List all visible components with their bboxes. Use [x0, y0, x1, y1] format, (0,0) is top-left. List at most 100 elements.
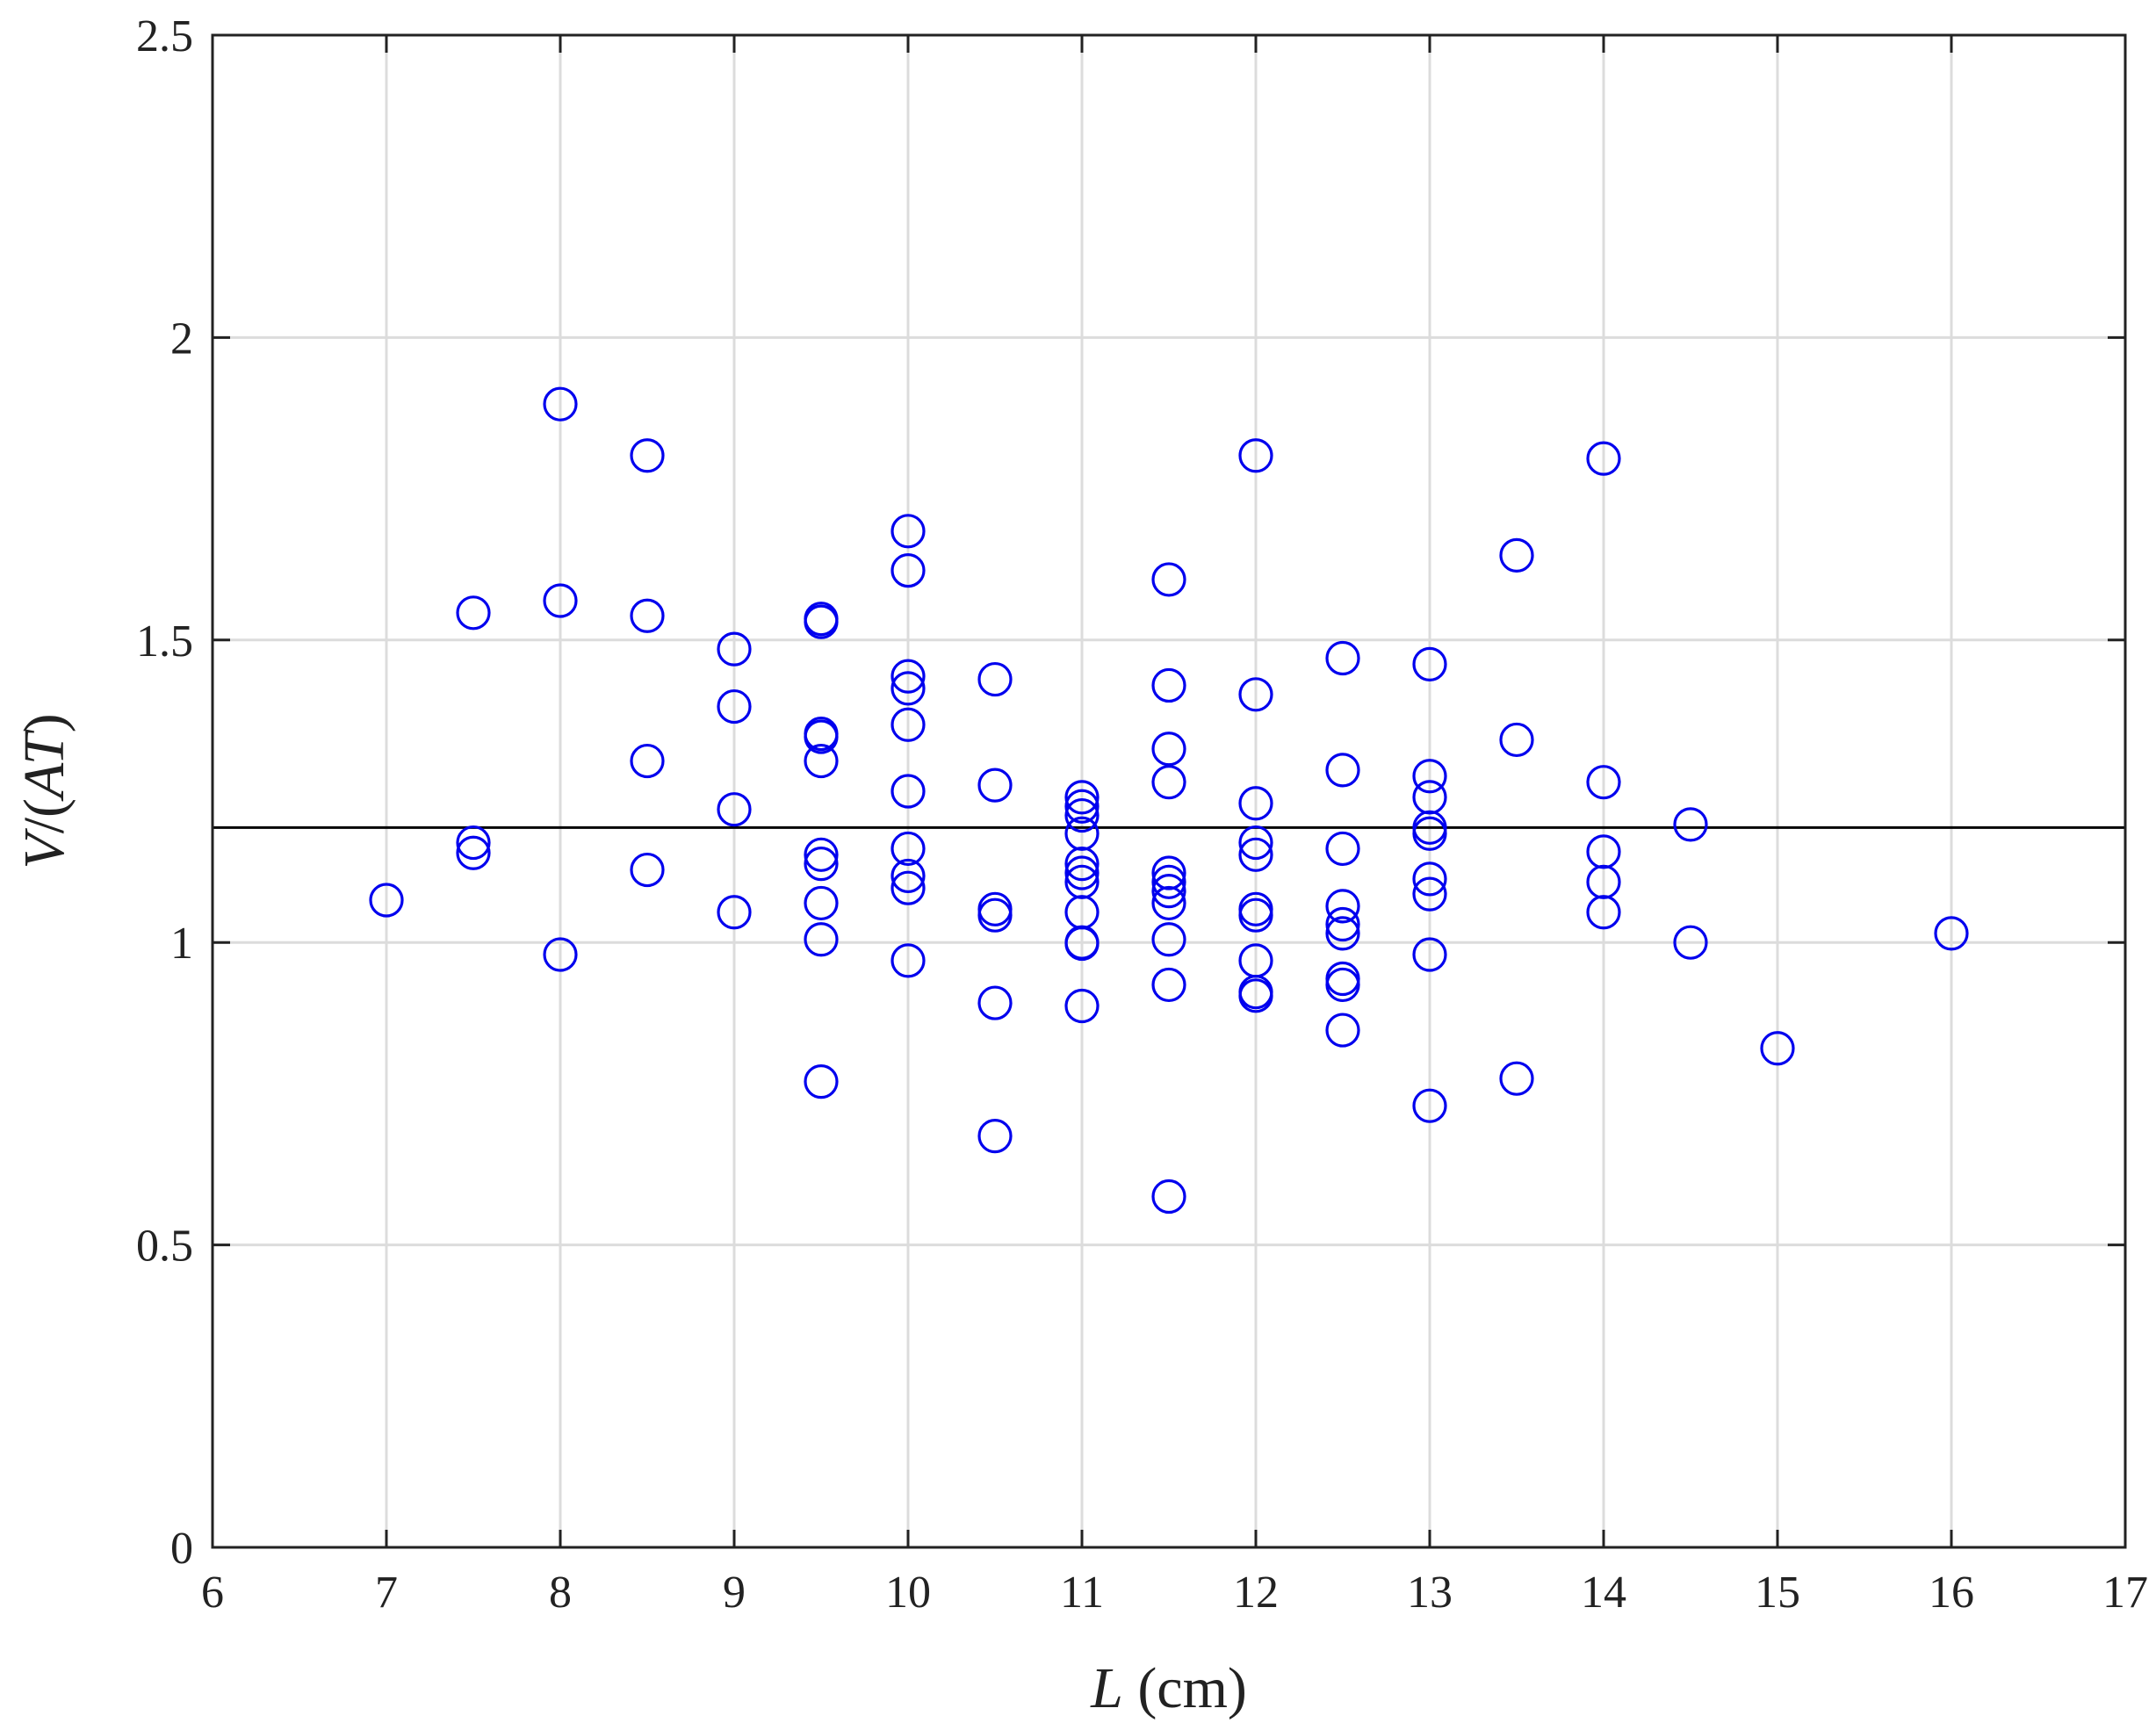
data-point: [891, 552, 926, 588]
data-point: [1325, 967, 1360, 1003]
data-point: [1238, 677, 1273, 712]
data-point: [977, 1119, 1013, 1154]
y-tick-label: 0: [170, 1524, 193, 1574]
data-points: [369, 386, 1969, 1215]
data-point: [1064, 926, 1100, 962]
data-point: [1325, 916, 1360, 951]
x-tick-label: 13: [1407, 1568, 1453, 1618]
y-axis-label-part-v: V: [12, 828, 76, 869]
data-point: [1151, 967, 1186, 1003]
data-point: [1151, 732, 1186, 767]
x-tick-label: 8: [549, 1568, 572, 1618]
data-point: [1238, 825, 1273, 861]
data-point: [891, 774, 926, 809]
data-point: [1412, 759, 1447, 794]
data-point: [1151, 562, 1186, 597]
data-point: [1064, 855, 1100, 890]
data-point: [804, 1064, 839, 1099]
data-point: [630, 743, 665, 779]
data-point: [891, 671, 926, 706]
tick-marks: [211, 33, 2127, 1549]
x-tick-label: 12: [1233, 1568, 1279, 1618]
data-point: [543, 937, 578, 972]
data-point: [1934, 916, 1969, 951]
y-axis-label-part-close: ): [12, 713, 76, 732]
data-point: [1412, 861, 1447, 897]
data-point: [1586, 895, 1621, 930]
data-point: [977, 985, 1013, 1020]
data-point: [1238, 438, 1273, 473]
data-point: [804, 922, 839, 957]
data-point: [1151, 667, 1186, 703]
data-point: [1325, 906, 1360, 942]
data-point: [630, 438, 665, 473]
data-point: [891, 870, 926, 905]
data-point: [804, 847, 839, 882]
x-tick-label: 10: [885, 1568, 931, 1618]
x-axis-label-variable: L: [1090, 1656, 1123, 1720]
data-point: [1499, 722, 1534, 758]
data-point: [1586, 765, 1621, 800]
data-point: [717, 792, 752, 827]
data-point: [891, 858, 926, 894]
data-point: [1412, 646, 1447, 681]
y-tick-label: 1.5: [136, 616, 193, 667]
data-point: [717, 895, 752, 930]
data-point: [543, 583, 578, 618]
data-point: [1673, 925, 1708, 960]
data-point: [1412, 937, 1447, 972]
data-point: [1325, 753, 1360, 788]
x-axis-label-unit: (cm): [1123, 1656, 1247, 1720]
data-point: [1238, 897, 1273, 933]
data-point: [1151, 1179, 1186, 1215]
data-point: [1499, 1061, 1534, 1096]
x-tick-label: 17: [2102, 1568, 2148, 1618]
data-point: [456, 835, 491, 870]
y-tick-label: 1: [170, 919, 193, 969]
data-point: [891, 831, 926, 867]
data-point: [1325, 889, 1360, 924]
data-point: [1325, 831, 1360, 867]
data-point: [1760, 1031, 1795, 1066]
x-tick-labels: 6 7 8 9 10 11 12 13 14 15 16 17: [201, 1568, 2148, 1618]
y-axis-label: V/(AT): [12, 713, 76, 869]
data-point: [1325, 1013, 1360, 1048]
data-point: [456, 825, 491, 861]
data-point: [804, 604, 839, 639]
y-tick-label: 2: [170, 314, 193, 364]
x-tick-label: 16: [1929, 1568, 1974, 1618]
data-point: [1064, 988, 1100, 1024]
data-point: [977, 661, 1013, 697]
data-point: [1151, 864, 1186, 899]
data-point: [369, 883, 404, 918]
data-point: [1151, 765, 1186, 800]
plot-frame: [211, 33, 2127, 1549]
data-point: [1325, 640, 1360, 676]
y-axis-label-part-at: AT: [12, 729, 76, 802]
y-tick-label: 2.5: [136, 11, 193, 61]
data-point: [1064, 797, 1100, 833]
x-tick-label: 9: [723, 1568, 746, 1618]
data-point: [1238, 978, 1273, 1013]
data-point: [717, 631, 752, 667]
data-point: [630, 598, 665, 633]
data-point: [1064, 847, 1100, 882]
data-point: [717, 688, 752, 724]
data-point: [543, 386, 578, 422]
y-tick-labels: 0 0.5 1 1.5 2 2.5: [136, 11, 193, 1574]
data-point: [804, 719, 839, 754]
data-point: [804, 885, 839, 921]
data-point: [891, 514, 926, 549]
data-point: [804, 743, 839, 779]
data-point: [630, 852, 665, 888]
y-axis-label-part-open: /(: [12, 798, 76, 833]
x-axis-label: L (cm): [1090, 1656, 1247, 1720]
data-point: [1586, 441, 1621, 476]
data-point: [1499, 537, 1534, 573]
data-point: [1238, 786, 1273, 821]
data-point: [1673, 807, 1708, 842]
data-point: [456, 595, 491, 631]
data-point: [1412, 816, 1447, 851]
